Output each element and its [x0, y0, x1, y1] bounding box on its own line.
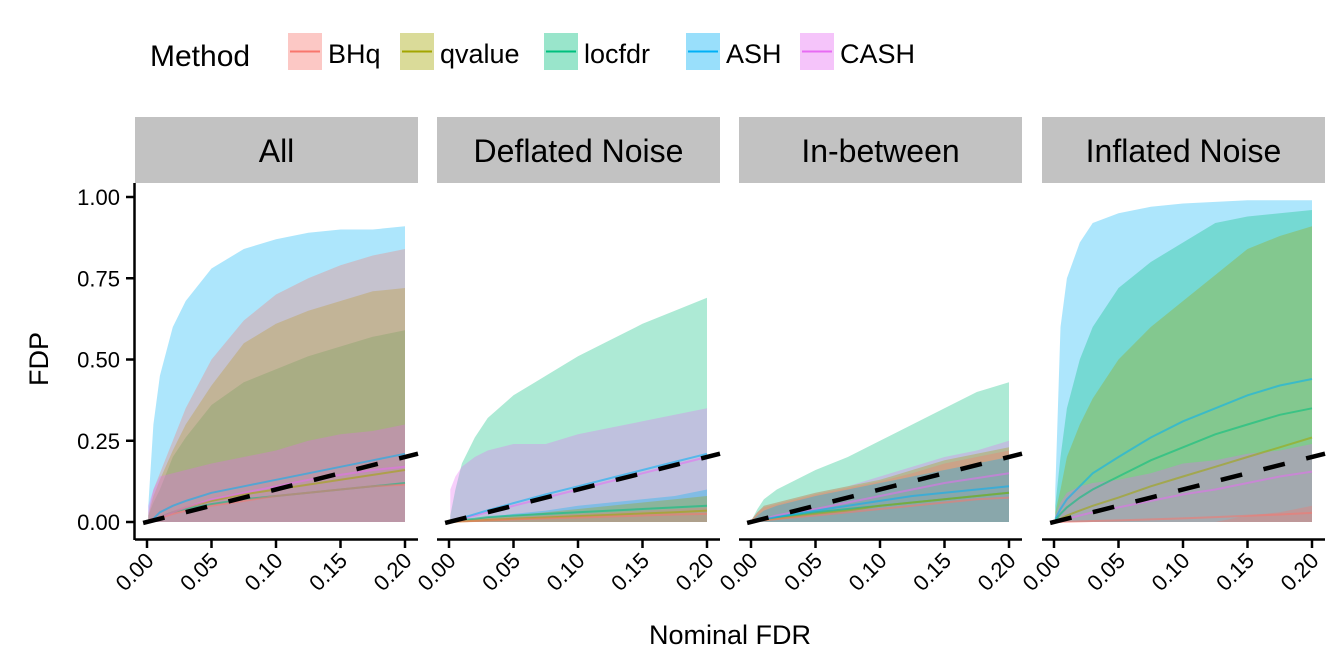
x-tick-label: 0.20 — [671, 548, 719, 596]
legend-entry-ash: ASH — [686, 33, 782, 70]
legend-title: Method — [150, 40, 250, 73]
plot-area — [449, 297, 708, 523]
facet-strip-label: All — [259, 133, 295, 169]
x-tick-label: 0.15 — [1211, 548, 1259, 596]
reference-line-y-equals-x — [746, 451, 1023, 526]
ribbon-locfdr — [450, 297, 707, 522]
y-tick-label: 0.00 — [77, 510, 120, 535]
legend-entry-cash: CASH — [800, 33, 915, 70]
panel-in-between: In-between 0.00 0.05 0.10 0.15 0.20 — [715, 117, 1023, 596]
legend-label: locfdr — [584, 39, 650, 69]
y-axis-label: FDP — [24, 332, 54, 386]
ribbon-bhq — [1055, 505, 1312, 522]
legend-label: ASH — [726, 39, 782, 69]
y-tick-label: 0.50 — [77, 348, 120, 373]
legend-entry-locfdr: locfdr — [544, 33, 650, 70]
x-tick-label: 0.10 — [1147, 548, 1195, 596]
plot-area — [752, 382, 1010, 523]
facet-strip — [135, 117, 418, 183]
x-tick-label: 0.05 — [779, 548, 827, 596]
y-tick-label: 0.75 — [77, 266, 120, 291]
ribbon-ash — [1055, 200, 1312, 523]
ribbon-ash — [148, 226, 406, 523]
x-tick-label: 0.10 — [240, 548, 288, 596]
x-tick-label: 0.15 — [908, 548, 956, 596]
mean-line-qvalue — [1054, 436, 1313, 522]
plot-area — [1054, 200, 1313, 523]
panel-all: All 0.00 0.05 0.10 0.15 0.20 0.00 0.25 0.50 0.75 1… — [77, 117, 419, 596]
legend-entry-bhq: BHq — [288, 33, 381, 70]
facet-strip — [437, 117, 720, 183]
x-tick-label: 0.20 — [369, 548, 417, 596]
x-tick-label: 0.15 — [606, 548, 654, 596]
facet-strip — [739, 117, 1022, 183]
legend-label: CASH — [840, 39, 915, 69]
x-tick-label: 0.00 — [413, 548, 461, 596]
reference-line-y-equals-x — [1049, 451, 1326, 526]
mean-line-locfdr — [1054, 407, 1313, 522]
x-tick-label: 0.10 — [844, 548, 892, 596]
mean-line-bhq — [1055, 511, 1313, 523]
facet-strip-label: Deflated Noise — [474, 133, 684, 169]
panel-deflated-noise: Deflated Noise 0.00 0.05 0.10 0.15 0.20 — [413, 117, 721, 596]
facet-strip — [1042, 117, 1325, 183]
reference-line-y-equals-x — [444, 451, 721, 526]
legend-entry-qvalue: qvalue — [400, 33, 520, 70]
ribbon-qvalue — [148, 288, 406, 522]
x-axis-label: Nominal FDR — [649, 620, 811, 650]
ribbon-qvalue — [1055, 226, 1312, 523]
ribbon-cash — [148, 424, 406, 522]
x-tick-label: 0.00 — [111, 548, 159, 596]
ribbon-locfdr — [752, 382, 1009, 522]
x-tick-label: 0.20 — [973, 548, 1021, 596]
x-tick-label: 0.15 — [304, 548, 352, 596]
x-tick-label: 0.00 — [715, 548, 763, 596]
x-tick-label: 0.20 — [1276, 548, 1324, 596]
ribbon-cash — [450, 408, 707, 522]
plot-area — [147, 226, 406, 523]
ribbon-locfdr — [1055, 210, 1312, 522]
x-tick-label: 0.00 — [1018, 548, 1066, 596]
y-tick-label: 0.25 — [77, 429, 120, 454]
mean-line-ash — [1054, 378, 1313, 520]
legend-label: qvalue — [440, 39, 520, 69]
y-tick-label: 1.00 — [77, 185, 120, 210]
ribbon-bhq — [752, 450, 1009, 522]
mean-line-bhq — [450, 512, 708, 523]
mean-line-ash — [147, 452, 406, 523]
x-tick-label: 0.05 — [175, 548, 223, 596]
x-tick-label: 0.05 — [477, 548, 525, 596]
legend: Method BHq qvalue locfdr ASH CASH — [150, 33, 915, 73]
reference-line-y-equals-x — [142, 451, 419, 526]
panel-inflated-noise: Inflated Noise 0.00 0.05 0.10 0.15 0.20 — [1018, 117, 1326, 596]
ribbon-cash — [1055, 444, 1312, 522]
facet-strip-label: Inflated Noise — [1086, 133, 1282, 169]
x-tick-label: 0.05 — [1082, 548, 1130, 596]
x-tick-label: 0.10 — [542, 548, 590, 596]
facet-strip-label: In-between — [801, 133, 959, 169]
ribbon-bhq — [148, 249, 406, 522]
legend-label: BHq — [328, 39, 381, 69]
